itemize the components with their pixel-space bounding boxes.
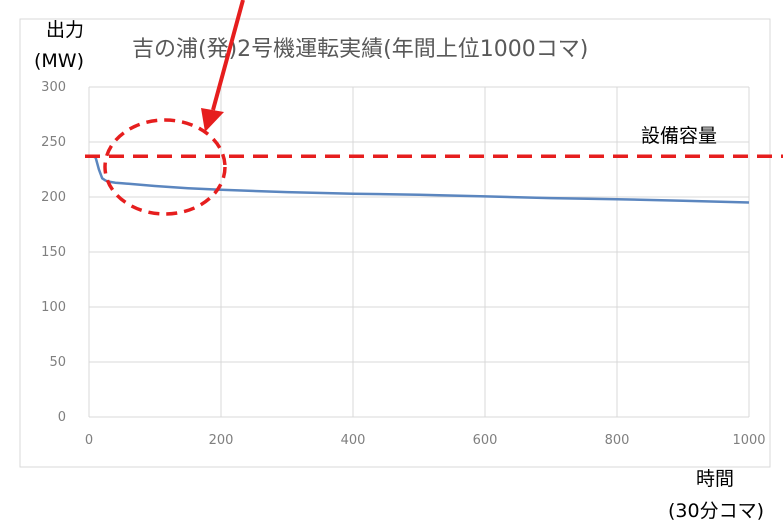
arrow-head	[201, 108, 224, 132]
series-line-output	[89, 155, 750, 204]
arrow-shaft	[211, 0, 245, 111]
y-axis-tick-labels: 0 50 100 150 200 250 300	[41, 80, 66, 425]
capacity-label: 設備容量	[641, 125, 717, 147]
x-axis-label-line2: (30分コマ)	[668, 500, 764, 522]
y-tick-label-50: 50	[49, 355, 66, 370]
y-axis-label-line2: (MW)	[34, 50, 84, 72]
chart-title: 吉の浦(発)2号機運転実績(年間上位1000コマ)	[132, 37, 588, 62]
y-tick-label-300: 300	[41, 80, 66, 95]
x-tick-label-0: 0	[85, 433, 93, 448]
x-tick-label-800: 800	[605, 433, 630, 448]
y-axis-label-line1: 出力	[46, 19, 84, 41]
y-tick-label-250: 250	[41, 135, 66, 150]
x-axis-tick-labels: 0 200 400 600 800 1000	[85, 433, 766, 448]
vertical-gridlines	[88, 87, 750, 417]
x-tick-label-600: 600	[473, 433, 498, 448]
x-tick-label-400: 400	[341, 433, 366, 448]
y-tick-label-150: 150	[41, 245, 66, 260]
x-tick-label-200: 200	[209, 433, 234, 448]
y-tick-label-200: 200	[41, 190, 66, 205]
y-tick-label-100: 100	[41, 300, 66, 315]
x-tick-label-1000: 1000	[732, 433, 765, 448]
y-tick-label-0: 0	[58, 410, 66, 425]
horizontal-gridlines	[89, 86, 749, 418]
highlight-circle	[103, 118, 227, 216]
chart-area	[19, 18, 771, 468]
x-axis-label-line1: 時間	[696, 468, 734, 490]
